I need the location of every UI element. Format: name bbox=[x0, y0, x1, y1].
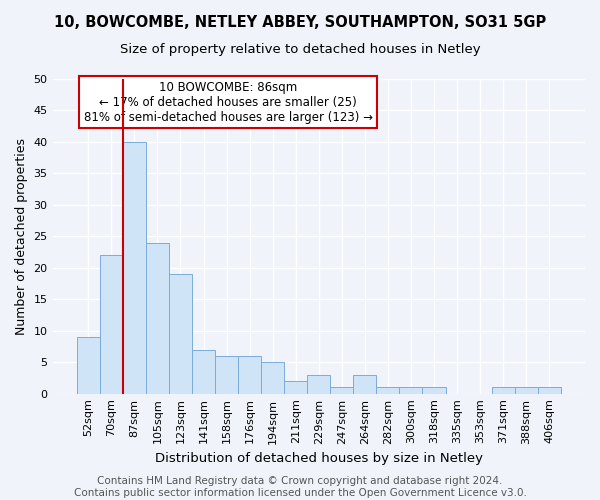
Bar bbox=[491, 388, 515, 394]
Bar bbox=[192, 350, 215, 394]
Text: Contains HM Land Registry data © Crown copyright and database right 2024.
Contai: Contains HM Land Registry data © Crown c… bbox=[74, 476, 526, 498]
Bar bbox=[284, 381, 307, 394]
Bar bbox=[400, 388, 422, 394]
X-axis label: Distribution of detached houses by size in Netley: Distribution of detached houses by size … bbox=[155, 452, 483, 465]
Bar bbox=[353, 375, 376, 394]
Bar bbox=[515, 388, 538, 394]
Bar bbox=[422, 388, 446, 394]
Bar bbox=[261, 362, 284, 394]
Bar bbox=[100, 255, 123, 394]
Text: 10 BOWCOMBE: 86sqm
← 17% of detached houses are smaller (25)
81% of semi-detache: 10 BOWCOMBE: 86sqm ← 17% of detached hou… bbox=[84, 80, 373, 124]
Text: Size of property relative to detached houses in Netley: Size of property relative to detached ho… bbox=[119, 42, 481, 56]
Bar bbox=[238, 356, 261, 394]
Bar bbox=[538, 388, 561, 394]
Bar bbox=[146, 242, 169, 394]
Y-axis label: Number of detached properties: Number of detached properties bbox=[15, 138, 28, 335]
Bar bbox=[215, 356, 238, 394]
Text: 10, BOWCOMBE, NETLEY ABBEY, SOUTHAMPTON, SO31 5GP: 10, BOWCOMBE, NETLEY ABBEY, SOUTHAMPTON,… bbox=[54, 15, 546, 30]
Bar bbox=[330, 388, 353, 394]
Bar bbox=[123, 142, 146, 394]
Bar bbox=[77, 337, 100, 394]
Bar bbox=[307, 375, 330, 394]
Bar bbox=[376, 388, 400, 394]
Bar bbox=[169, 274, 192, 394]
